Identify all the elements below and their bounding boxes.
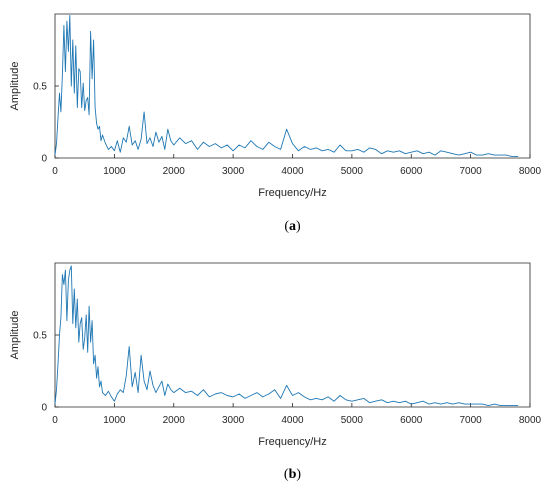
x-tick-label: 3000 [222,415,245,426]
x-tick-label: 8000 [519,415,542,426]
series-line [54,14,519,158]
x-tick-label: 0 [52,415,58,426]
y-tick-label: 0.5 [33,82,47,93]
y-axis-ticks: 00.5 [33,331,59,414]
x-tick-label: 6000 [400,166,423,177]
chart-panel-a: 0 1000 2000 3000 4000 5000 6000 7000 8000 00.5 F… [9,13,542,234]
x-tick-label: 2000 [163,166,186,177]
x-tick-label: 6000 [400,415,423,426]
y-tick-label: 0 [41,403,47,414]
y-tick-label: 0.5 [33,331,47,342]
x-tick-label: 4000 [281,166,304,177]
x-axis-ticks: 0 1000 2000 3000 4000 5000 6000 7000 8000 [52,154,542,177]
y-axis-label: Amplitude [9,311,21,360]
y-axis-label: Amplitude [9,62,21,111]
x-tick-label: 8000 [519,166,542,177]
x-tick-label: 4000 [281,415,304,426]
x-tick-label: 1000 [103,166,126,177]
x-tick-label: 7000 [460,166,483,177]
x-axis-ticks: 0 1000 2000 3000 4000 5000 6000 7000 8000 [52,403,542,426]
series-line [54,265,519,407]
x-tick-label: 7000 [460,415,483,426]
x-tick-label: 5000 [341,415,364,426]
chart-panel-b: 0 1000 2000 3000 4000 5000 6000 7000 8000 00.5 F… [9,262,542,482]
plot-frame [54,262,531,408]
plot-frame [54,13,531,159]
x-tick-label: 3000 [222,166,245,177]
x-tick-label: 0 [52,166,58,177]
x-tick-label: 1000 [103,415,126,426]
x-axis-label: Frequency/Hz [258,187,326,199]
x-axis-label: Frequency/Hz [258,436,326,448]
x-tick-label: 2000 [163,415,186,426]
x-tick-label: 5000 [341,166,364,177]
y-tick-label: 0 [41,154,47,165]
panel-label: (a) [284,219,301,234]
panel-label: (b) [284,467,301,482]
y-axis-ticks: 00.5 [33,82,59,165]
